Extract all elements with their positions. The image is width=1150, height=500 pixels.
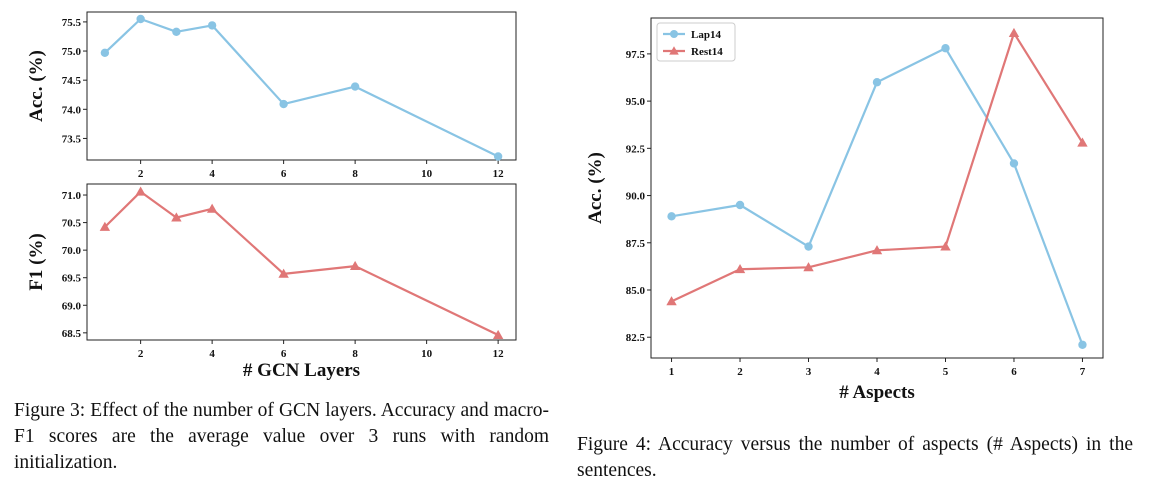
x-tick-label: 10 (421, 168, 433, 180)
y-tick-label: 90.0 (626, 191, 646, 203)
data-point (666, 296, 677, 306)
data-point (1077, 137, 1088, 147)
x-tick-label: 10 (421, 348, 433, 360)
y-tick-label: 75.0 (62, 46, 82, 58)
x-tick-label: 4 (209, 348, 215, 360)
legend-label: Lap14 (691, 29, 721, 41)
data-point (872, 78, 882, 87)
y-tick-label: 97.5 (626, 49, 646, 61)
legend-marker (669, 46, 679, 55)
y-tick-label: 70.5 (62, 218, 82, 230)
data-point (100, 48, 110, 57)
series-0-line (104, 190, 499, 337)
plot-frame (86, 183, 517, 341)
y-axis-label: Acc. (%) (26, 50, 47, 122)
aspects-chart: 82.5 85.0 87.5 90.0 92.5 95.0 97.5 1 2 3 4 5 6 7 Acc. … (585, 17, 1104, 403)
data-point (99, 221, 111, 231)
x-tick-label: 2 (138, 168, 144, 180)
x-axis-label: # GCN Layers (243, 360, 360, 381)
y-tick-label: 74.5 (62, 75, 82, 87)
data-point (1078, 340, 1087, 349)
data-point (207, 21, 217, 30)
x-tick-label: 2 (138, 348, 144, 360)
data-point (804, 242, 813, 251)
figure-3-charts: 73.5 74.0 74.5 75.0 75.5 2 4 6 8 10 12 Acc. (%) 68.5… (26, 11, 517, 381)
x-tick-label: 12 (493, 348, 505, 360)
f1-layers-chart: 68.5 69.0 69.5 70.0 70.5 71.0 2 4 6 8 10 12 F1 (%) # … (26, 183, 517, 381)
data-point (941, 44, 950, 53)
data-point (734, 264, 746, 274)
y-tick-label: 95.0 (626, 96, 646, 108)
x-tick-label: 1 (669, 366, 675, 378)
data-point (1008, 27, 1020, 38)
y-tick-label: 92.5 (626, 143, 646, 155)
x-tick-label: 2 (737, 366, 743, 378)
figure-4-caption: Figure 4: Accuracy versus the number of … (577, 434, 1133, 481)
data-point (667, 212, 676, 221)
y-tick-label: 74.0 (62, 104, 82, 116)
lap14-line (671, 47, 1084, 346)
plot-frame (86, 11, 517, 161)
x-tick-label: 5 (943, 366, 949, 378)
y-tick-label: 73.5 (62, 133, 82, 145)
figure-4: 82.5 85.0 87.5 90.0 92.5 95.0 97.5 1 2 3 4 5 6 7 Acc. … (575, 0, 1150, 500)
y-axis-label: F1 (%) (26, 233, 47, 291)
data-point (206, 203, 218, 213)
data-point (172, 27, 181, 37)
acc-layers-chart: 73.5 74.0 74.5 75.0 75.5 2 4 6 8 10 12 Acc. (%) (26, 11, 517, 180)
legend: Lap14 Rest14 (656, 22, 736, 62)
x-tick-label: 4 (209, 168, 215, 180)
x-tick-label: 6 (281, 168, 287, 180)
x-axis-label: # Aspects (839, 382, 914, 403)
y-tick-label: 82.5 (626, 332, 646, 344)
data-point (1009, 159, 1019, 168)
y-tick-label: 85.0 (626, 285, 646, 297)
figure-3-caption: Figure 3: Effect of the number of GCN la… (14, 400, 549, 473)
x-tick-label: 8 (352, 168, 358, 180)
x-tick-label: 6 (281, 348, 287, 360)
rest14-line (671, 32, 1084, 303)
x-tick-label: 3 (806, 366, 812, 378)
data-point (735, 200, 745, 210)
data-point (135, 186, 146, 196)
y-tick-label: 71.0 (62, 190, 82, 202)
figure-4-chart: 82.5 85.0 87.5 90.0 92.5 95.0 97.5 1 2 3 4 5 6 7 Acc. … (585, 17, 1104, 403)
y-tick-label: 70.0 (62, 245, 82, 257)
data-point (171, 212, 182, 222)
data-point (492, 329, 504, 339)
y-tick-label: 69.0 (62, 300, 82, 312)
y-tick-label: 87.5 (626, 238, 646, 250)
data-point (940, 241, 951, 251)
data-point (136, 14, 145, 24)
data-point (493, 152, 503, 161)
data-point (803, 262, 814, 272)
data-point (278, 268, 289, 278)
x-tick-label: 6 (1011, 366, 1017, 378)
y-axis-label: Acc. (%) (585, 152, 606, 224)
data-point (279, 99, 288, 109)
y-tick-label: 68.5 (62, 328, 82, 340)
figure-3: 73.5 74.0 74.5 75.0 75.5 2 4 6 8 10 12 Acc. (%) 68.5… (0, 0, 560, 500)
x-tick-label: 7 (1080, 366, 1086, 378)
x-tick-label: 8 (352, 348, 358, 360)
y-tick-label: 75.5 (62, 17, 82, 29)
data-point (871, 245, 883, 255)
data-point (350, 82, 360, 91)
legend-marker (670, 30, 678, 38)
x-tick-label: 4 (874, 366, 880, 378)
series-0-line (104, 17, 499, 158)
y-tick-label: 69.5 (62, 273, 82, 285)
x-tick-label: 12 (493, 168, 505, 180)
data-point (349, 260, 361, 271)
legend-label: Rest14 (691, 46, 723, 58)
